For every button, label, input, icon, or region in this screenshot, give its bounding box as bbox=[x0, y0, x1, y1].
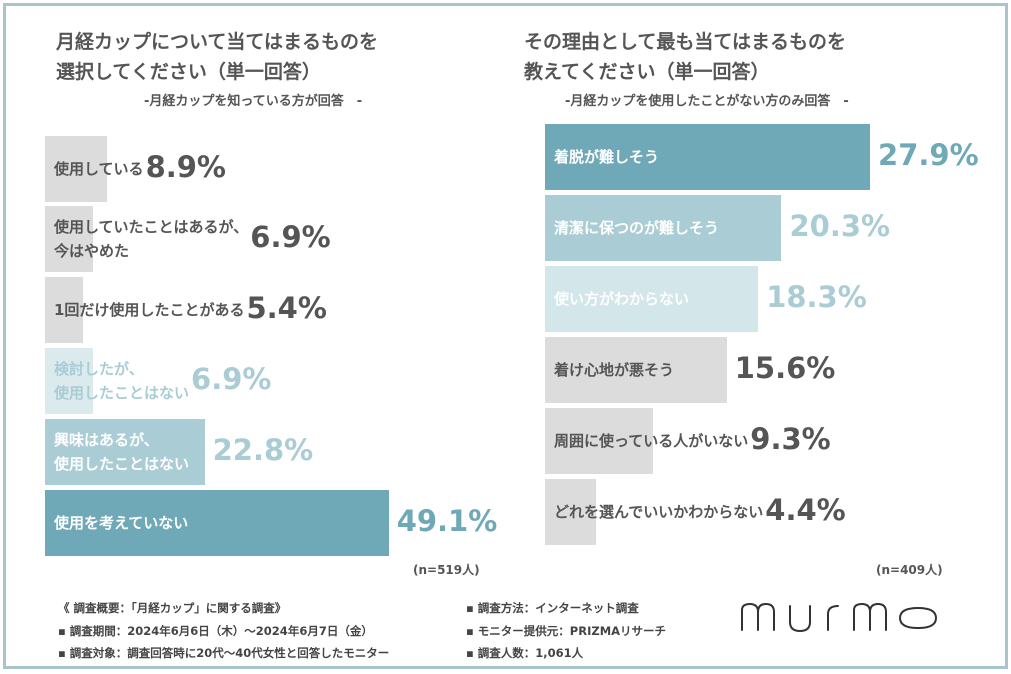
value-label: 8.9% bbox=[145, 150, 226, 184]
value-label: 15.6% bbox=[734, 351, 836, 385]
right-chart-title: その理由として最も当てはまるものを 教えてください（単一回答） bbox=[524, 31, 847, 83]
survey-overview: 《 調査概要：「月経カップ」に関する調査》 bbox=[58, 601, 287, 615]
bar bbox=[545, 479, 597, 545]
infographic-frame bbox=[3, 3, 1008, 669]
value-label: 4.4% bbox=[765, 493, 846, 527]
bar bbox=[545, 266, 759, 332]
right-chart-subtitle: -月経カップを使用したことがない方のみ回答 - bbox=[565, 94, 849, 109]
bar bbox=[45, 490, 389, 556]
bar-label: 着脱が難しそう bbox=[554, 148, 660, 166]
value-label: 18.3% bbox=[766, 280, 867, 314]
bar bbox=[545, 337, 727, 403]
bar bbox=[545, 408, 654, 474]
value-label: 27.9% bbox=[878, 138, 979, 172]
bar bbox=[45, 277, 83, 343]
left-chart-subtitle: -月経カップを知っている方が回答 - bbox=[144, 94, 363, 109]
bar bbox=[45, 419, 205, 485]
left-sample-size: (n=519人) bbox=[413, 563, 480, 577]
bar-label: 1回だけ使用したことがある bbox=[54, 301, 245, 319]
bar-label: どれを選んでいいかわからない bbox=[554, 503, 764, 521]
bar-label: 周囲に使っている人がいない bbox=[554, 432, 749, 450]
bar-label: 清潔に保つのが難しそう bbox=[554, 219, 720, 237]
bar bbox=[45, 348, 94, 414]
bar-label: 着け心地が悪そう bbox=[554, 361, 675, 379]
bar-label: 検討したが、 使用したことはない bbox=[54, 360, 190, 402]
bar-label: 興味はあるが、 使用したことはない bbox=[54, 431, 190, 473]
survey-provider: ▪ モニター提供元：PRIZMAリサーチ bbox=[466, 624, 667, 638]
survey-target: ▪ 調査対象：調査回答時に20代～40代女性と回答したモニター bbox=[58, 646, 390, 660]
left-chart-title: 月経カップについて当てはまるものを 選択してください（単一回答） bbox=[56, 31, 379, 83]
bar-label: 使用している bbox=[54, 160, 144, 178]
survey-method: ▪ 調査方法：インターネット調査 bbox=[466, 601, 639, 615]
value-label: 22.8% bbox=[212, 433, 314, 467]
value-label: 5.4% bbox=[246, 291, 327, 325]
right-sample-size: (n=409人) bbox=[876, 563, 943, 577]
bar bbox=[45, 206, 94, 272]
value-label: 9.3% bbox=[750, 422, 831, 456]
bar-label: 使用していたことはあるが、 今はやめた bbox=[54, 218, 249, 260]
murmo-logo bbox=[741, 602, 938, 633]
value-label: 6.9% bbox=[250, 220, 331, 254]
bar bbox=[545, 124, 871, 190]
bar-label: 使い方がわからない bbox=[554, 290, 690, 308]
bar bbox=[45, 136, 108, 202]
value-label: 49.1% bbox=[396, 504, 498, 538]
survey-period: ▪ 調査期間：2024年6月6日（木）～2024年6月7日（金） bbox=[58, 624, 373, 638]
bar bbox=[545, 195, 782, 261]
bar-label: 使用を考えていない bbox=[54, 514, 189, 532]
survey-count: ▪ 調査人数：1,061人 bbox=[466, 646, 584, 660]
value-label: 6.9% bbox=[191, 362, 272, 396]
value-label: 20.3% bbox=[789, 209, 891, 243]
